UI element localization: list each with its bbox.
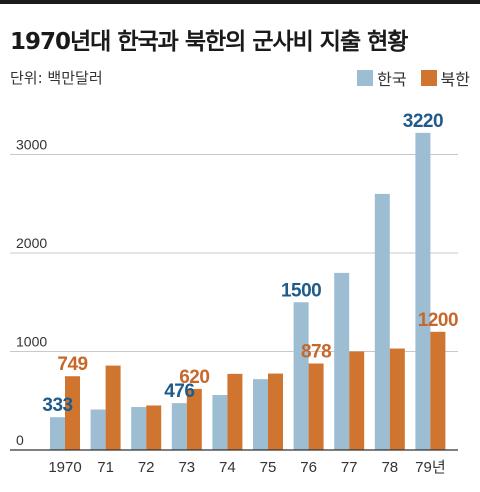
legend-label-korea: 한국 xyxy=(377,70,407,89)
data-label-north-korea-3: 620 xyxy=(179,367,209,388)
y-tick-label-2000: 2000 xyxy=(16,235,47,251)
data-label-korea-9: 3220 xyxy=(403,111,443,132)
data-label-north-korea-6: 878 xyxy=(301,342,331,363)
bar-korea-7 xyxy=(334,272,350,450)
bar-korea-6 xyxy=(293,302,309,450)
legend-item-korea: 한국 xyxy=(357,66,407,90)
chart-title: 1970년대 한국과 북한의 군사비 지출 현황 xyxy=(10,29,408,55)
data-label-north-korea-9: 1200 xyxy=(418,310,458,331)
bar-north-korea-0 xyxy=(65,376,80,450)
bar-north-korea-2 xyxy=(146,405,162,450)
bar-north-korea-6 xyxy=(308,363,324,450)
bar-korea-8 xyxy=(374,193,390,450)
bar-korea-2 xyxy=(131,407,147,450)
x-tick-label-6: 76 xyxy=(300,459,317,476)
bar-north-korea-8 xyxy=(389,348,405,450)
data-label-korea-3: 476 xyxy=(164,381,194,402)
x-tick-label-9: 79년 xyxy=(415,459,446,476)
x-tick-label-8: 78 xyxy=(381,459,398,476)
bar-korea-5 xyxy=(253,379,268,450)
unit-label: 단위: 백만달러 xyxy=(10,69,103,87)
bar-korea-9 xyxy=(415,132,431,450)
data-label-korea-6: 1500 xyxy=(281,280,321,301)
y-tick-label-3000: 3000 xyxy=(16,137,47,153)
y-tick-label-0: 0 xyxy=(16,432,24,448)
x-tick-label-5: 75 xyxy=(260,459,277,476)
legend-item-north-korea: 북한 xyxy=(420,66,470,90)
x-tick-label-0: 1970 xyxy=(48,459,81,476)
bar-korea-3 xyxy=(171,403,187,450)
bar-north-korea-4 xyxy=(227,373,243,450)
bar-north-korea-9 xyxy=(430,331,446,450)
bar-north-korea-5 xyxy=(268,373,283,450)
legend-swatch-korea xyxy=(357,70,374,86)
legend: 한국 북한 xyxy=(343,66,470,90)
bar-north-korea-7 xyxy=(349,351,365,450)
bar-north-korea-1 xyxy=(105,365,121,450)
bar-korea-0 xyxy=(50,417,65,450)
x-tick-label-1: 71 xyxy=(97,459,114,476)
legend-label-north-korea: 북한 xyxy=(440,70,470,89)
data-label-korea-0: 333 xyxy=(42,395,72,416)
x-tick-label-2: 72 xyxy=(138,459,155,476)
top-rule xyxy=(0,0,480,4)
data-label-north-korea-0: 749 xyxy=(57,354,87,375)
y-tick-label-1000: 1000 xyxy=(16,334,47,350)
bar-korea-4 xyxy=(212,395,228,450)
bar-north-korea-3 xyxy=(186,388,202,450)
x-tick-label-3: 73 xyxy=(178,459,195,476)
legend-swatch-north-korea xyxy=(420,70,437,86)
x-tick-label-7: 77 xyxy=(341,459,358,476)
x-tick-label-4: 74 xyxy=(219,459,236,476)
bar-korea-1 xyxy=(90,409,106,450)
